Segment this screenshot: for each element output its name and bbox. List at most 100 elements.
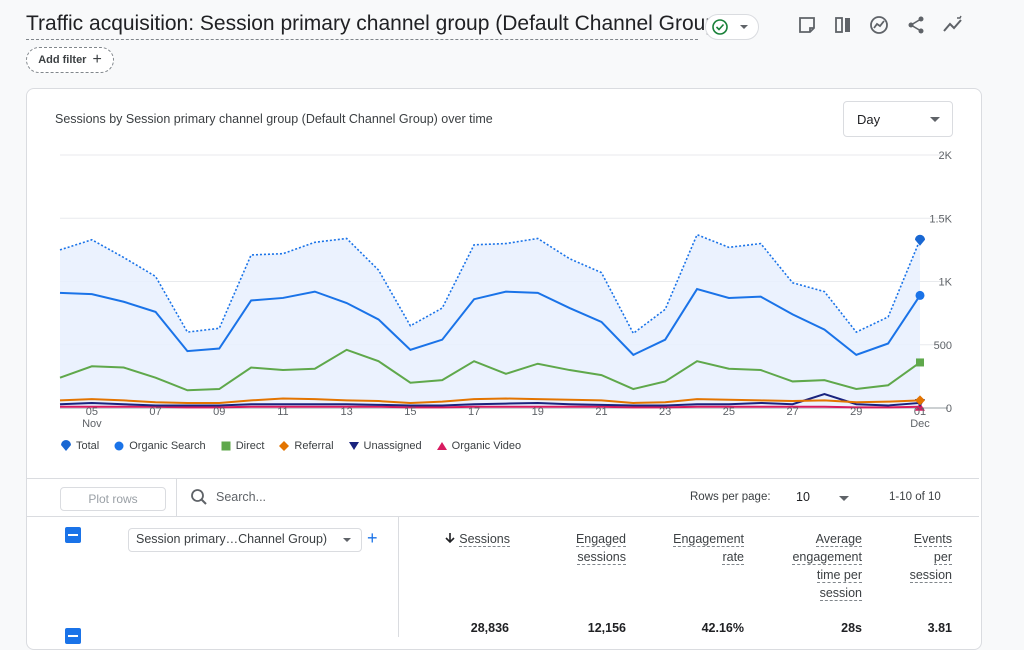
x-tick-label: 01 — [914, 406, 926, 418]
legend-item[interactable]: Referral — [278, 440, 334, 452]
total-engaged-sessions: 12,156 — [587, 621, 626, 635]
status-dropdown[interactable] — [705, 14, 759, 40]
column-header-label: Events per session — [909, 532, 952, 583]
add-filter-button[interactable]: Add filter + — [26, 47, 114, 73]
legend-label: Referral — [294, 440, 334, 452]
y-axis-labels: 0 500 1K 1.5K 2K — [929, 150, 952, 415]
divider — [398, 517, 399, 637]
legend-label: Total — [76, 440, 100, 452]
page-title[interactable]: Traffic acquisition: Session primary cha… — [26, 12, 725, 35]
x-tick-label: 17 — [468, 406, 480, 418]
x-tick-label: 13 — [341, 406, 353, 418]
legend-label: Unassigned — [363, 440, 422, 452]
add-filter-label: Add filter — [38, 54, 87, 66]
chart-area — [60, 234, 920, 408]
chart-series — [59, 233, 925, 411]
note-icon[interactable] — [796, 14, 818, 36]
add-dimension-button[interactable]: + — [367, 528, 378, 548]
plot-rows-button[interactable]: Plot rows — [60, 487, 166, 511]
dimension-select-value: Session primary…Channel Group) — [136, 532, 328, 546]
x-tick-label: 11 — [277, 406, 288, 418]
series-marker — [916, 358, 924, 367]
x-tick-label: 21 — [595, 406, 607, 418]
x-tick-label: 15 — [404, 406, 416, 418]
series-line-referral — [59, 397, 921, 404]
granularity-select[interactable]: Day — [843, 101, 953, 137]
check-circle-icon — [712, 19, 748, 35]
x-tick-label: 29 — [850, 406, 862, 418]
chevron-down-icon[interactable] — [839, 496, 849, 501]
legend-label: Organic Search — [129, 440, 206, 452]
column-header-avg-engagement-time[interactable]: Average engagement time per session — [782, 530, 862, 602]
dimension-select[interactable]: Session primary…Channel Group) — [128, 528, 362, 552]
pagination-label: 1-10 of 10 — [889, 491, 941, 503]
select-all-checkbox[interactable] — [65, 527, 81, 543]
y-tick-label: 2K — [939, 150, 953, 162]
rows-per-page-label: Rows per page: — [690, 491, 771, 503]
total-events-per-session: 3.81 — [927, 621, 952, 635]
divider — [27, 516, 979, 517]
column-header-label: Average engagement time per session — [792, 532, 862, 601]
series-line-direct — [59, 348, 921, 392]
series-line-total — [59, 233, 921, 335]
x-tick-sublabel: Dec — [910, 418, 930, 430]
legend-item[interactable]: Total — [60, 440, 99, 452]
total-area — [60, 234, 920, 408]
legend-marker-icon — [348, 440, 360, 452]
y-tick-label: 0 — [946, 403, 952, 415]
legend-item[interactable]: Organic Video — [436, 440, 522, 452]
compare-icon[interactable] — [832, 14, 854, 36]
x-tick-label: 09 — [213, 406, 225, 418]
arrow-down-icon — [444, 532, 459, 546]
total-engagement-rate: 42.16% — [701, 621, 744, 635]
series-marker — [915, 395, 925, 406]
y-tick-label: 500 — [934, 340, 952, 352]
granularity-value: Day — [857, 112, 881, 127]
legend-label: Organic Video — [451, 440, 522, 452]
series-line-organic-search — [59, 287, 921, 357]
x-tick-label: 19 — [532, 406, 544, 418]
title-underline — [26, 39, 698, 40]
column-header-events-per-session[interactable]: Events per session — [906, 530, 952, 590]
column-header-label: Engagement rate — [673, 532, 744, 565]
x-tick-label: 25 — [723, 406, 735, 418]
series-line-unassigned — [59, 393, 921, 407]
column-header-label: Engaged sessions — [575, 532, 626, 565]
rows-per-page-select[interactable]: 10 — [796, 490, 810, 504]
legend-marker-icon — [278, 440, 290, 452]
share-icon[interactable] — [905, 14, 927, 36]
legend-item[interactable]: Organic Search — [113, 440, 206, 452]
series-marker — [915, 290, 925, 300]
search-input[interactable]: Search... — [216, 490, 267, 504]
chevron-down-icon — [930, 117, 940, 122]
x-tick-sublabel: Nov — [82, 418, 102, 430]
total-sessions: 28,836 — [470, 621, 509, 635]
legend-item[interactable]: Unassigned — [348, 440, 422, 452]
divider — [176, 479, 177, 517]
total-avg-engagement-time: 28s — [841, 621, 862, 635]
trend-icon[interactable] — [942, 14, 964, 36]
insights-icon[interactable] — [868, 14, 890, 36]
series-line-organic-video — [60, 405, 921, 409]
chevron-down-icon — [343, 538, 351, 542]
chart-title: Sessions by Session primary channel grou… — [55, 112, 493, 126]
plus-icon: + — [92, 51, 102, 68]
column-header-engaged-sessions[interactable]: Engaged sessions — [560, 530, 626, 566]
table-search[interactable]: Search... — [190, 488, 266, 506]
legend-marker-icon — [60, 440, 72, 452]
column-header-engagement-rate[interactable]: Engagement rate — [660, 530, 744, 566]
column-header-label: Sessions — [459, 532, 510, 547]
legend-label: Direct — [235, 440, 265, 452]
legend-item[interactable]: Direct — [220, 440, 265, 452]
divider — [27, 478, 979, 479]
row-checkbox[interactable] — [65, 628, 81, 644]
series-marker — [915, 234, 925, 246]
search-icon — [191, 489, 207, 505]
legend-marker-icon — [113, 440, 125, 452]
legend-marker-icon — [220, 440, 232, 452]
column-header-sessions[interactable]: Sessions — [400, 530, 510, 548]
x-tick-label: 23 — [659, 406, 671, 418]
legend-marker-icon — [436, 440, 448, 452]
